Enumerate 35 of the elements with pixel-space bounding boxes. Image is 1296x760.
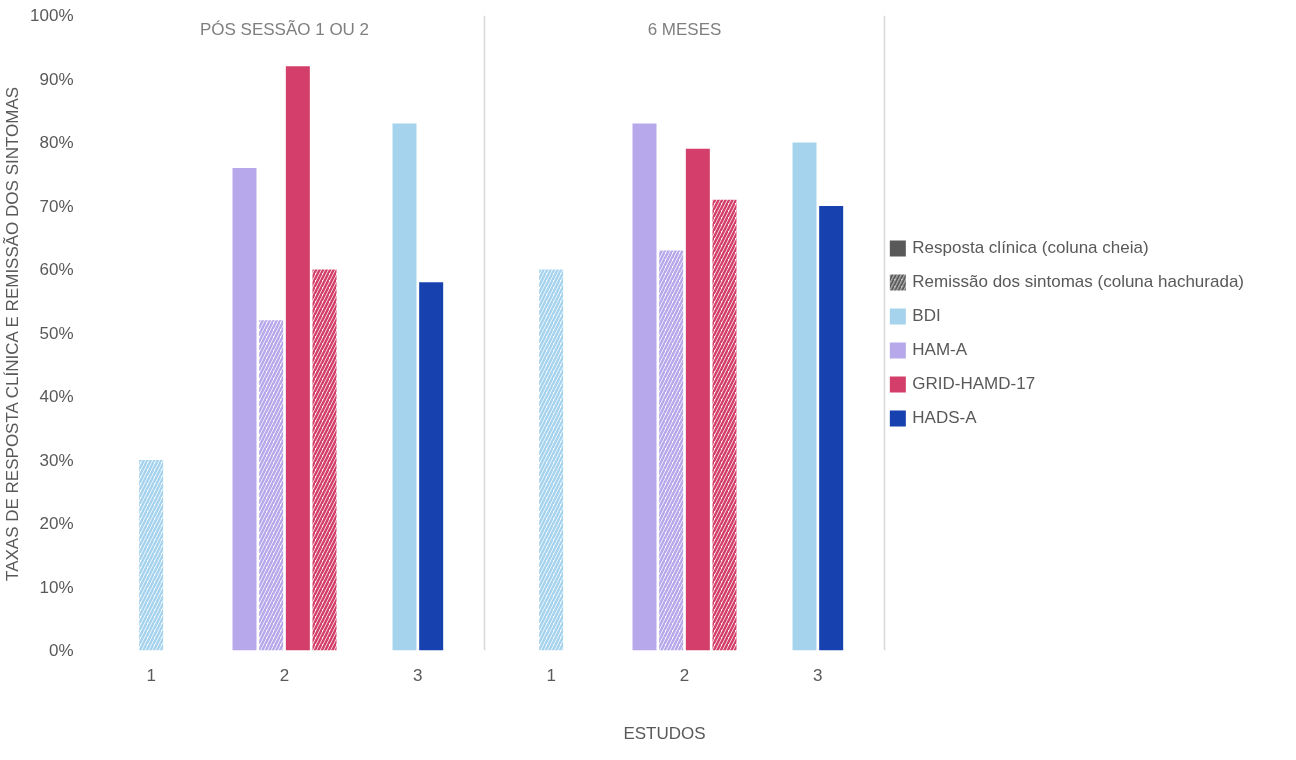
x-tick-label: 1 (546, 665, 556, 685)
x-tick-label: 2 (279, 665, 290, 685)
bar (792, 142, 817, 651)
y-tick-label: 70% (39, 196, 74, 216)
legend-label: Resposta clínica (coluna cheia) (912, 237, 1149, 258)
y-tick-label: 50% (39, 323, 74, 343)
legend-label: Remissão dos sintomas (coluna hachurada) (912, 271, 1244, 292)
y-tick-label: 30% (39, 450, 74, 470)
y-tick-label: 100% (30, 6, 74, 25)
x-tick-label: 2 (679, 665, 690, 685)
legend-label: HAM-A (912, 339, 968, 360)
annotation: PÓS SESSÃO 1 OU 2 (199, 19, 370, 39)
x-tick-label: 1 (146, 665, 156, 685)
legend-label: BDI (912, 305, 941, 326)
legend-label: GRID-HAMD-17 (912, 373, 1036, 394)
y-tick-label: 80% (39, 133, 74, 152)
bar (685, 148, 710, 651)
bar (232, 167, 257, 651)
bar (419, 282, 444, 651)
y-tick-label: 90% (39, 69, 74, 89)
y-tick-label: 60% (39, 260, 74, 279)
x-tick-label: 3 (813, 665, 823, 685)
y-axis-title: TAXAS DE RESPOSTA CLÍNICA E REMISSÃO DOS SINTOMAS (3, 86, 23, 581)
legend-label: HADS-A (912, 407, 977, 428)
y-tick-label: 10% (39, 577, 74, 597)
x-axis-title: ESTUDOS (623, 723, 706, 743)
annotation: 6 MESES (647, 19, 722, 39)
bar (632, 123, 657, 651)
bar (819, 206, 844, 651)
y-tick-label: 40% (39, 387, 74, 406)
bar (392, 123, 417, 651)
x-tick-label: 3 (413, 665, 423, 685)
y-tick-label: 0% (48, 641, 74, 660)
y-tick-label: 20% (39, 514, 74, 533)
bar (285, 66, 310, 651)
